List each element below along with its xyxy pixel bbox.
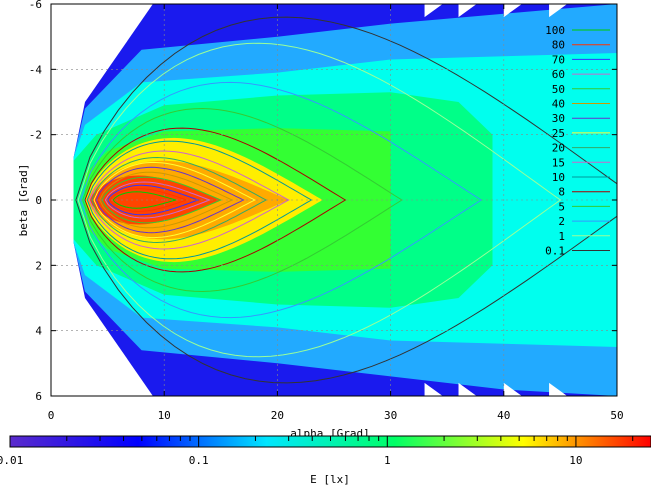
y-tick-label: -4 [29, 63, 43, 76]
legend-label: 30 [552, 112, 565, 125]
contour-line [107, 184, 200, 216]
x-tick-label: 50 [610, 409, 623, 422]
y-tick-label: -2 [29, 129, 42, 142]
legend-label: 70 [552, 53, 565, 66]
y-tick-label: 2 [35, 259, 42, 272]
y-tick-label: 4 [35, 325, 42, 338]
x-tick-label: 20 [271, 409, 284, 422]
legend-label: 1 [558, 230, 565, 243]
y-tick-label: 6 [35, 390, 42, 403]
legend-label: 8 [558, 186, 565, 199]
x-tick-label: 40 [497, 409, 510, 422]
legend-label: 20 [552, 142, 565, 155]
x-axis-ticks: 0 10 20 30 40 50 [48, 4, 624, 422]
contour-line [84, 127, 347, 273]
colorbar-label: E [lx] [310, 473, 350, 486]
heatmap-area [73, 4, 617, 396]
contour-line [112, 191, 178, 209]
y-axis-ticks: -6 -4 -2 0 2 4 6 [29, 0, 617, 403]
heat-region [89, 175, 221, 225]
colorbar-tick-label: 1 [384, 454, 391, 467]
colorbar-tick-label: 10 [569, 454, 582, 467]
legend-label: 0.1 [545, 245, 565, 258]
legend-label: 60 [552, 68, 565, 81]
colorbar-tick-label: 0.1 [189, 454, 209, 467]
legend-label: 2 [558, 215, 565, 228]
contour-line [104, 181, 211, 219]
y-axis-label: beta [Grad] [17, 164, 30, 237]
x-tick-label: 30 [384, 409, 397, 422]
y-tick-label: -6 [29, 0, 42, 11]
contour-line [88, 150, 290, 250]
legend-label: 50 [552, 83, 565, 96]
y-tick-label: 0 [35, 194, 42, 207]
legend-label: 10 [552, 171, 565, 184]
legend-label: 25 [552, 127, 565, 140]
grid-lines [51, 4, 617, 396]
legend-label: 80 [552, 39, 565, 52]
legend-label: 40 [552, 98, 565, 111]
contour-line [95, 166, 245, 234]
legend-label: 15 [552, 156, 565, 169]
legend-label: 100 [545, 24, 565, 37]
legend-label: 5 [558, 200, 565, 213]
contour-line [93, 161, 256, 239]
colorbar-ticks: 0.01 0.1 1 10 [0, 436, 634, 467]
contour-line [101, 176, 223, 224]
x-tick-label: 0 [48, 409, 55, 422]
colorbar-tick-label: 0.01 [0, 454, 23, 467]
x-tick-label: 10 [158, 409, 171, 422]
contour-line [77, 42, 562, 358]
contour-line [75, 16, 617, 384]
